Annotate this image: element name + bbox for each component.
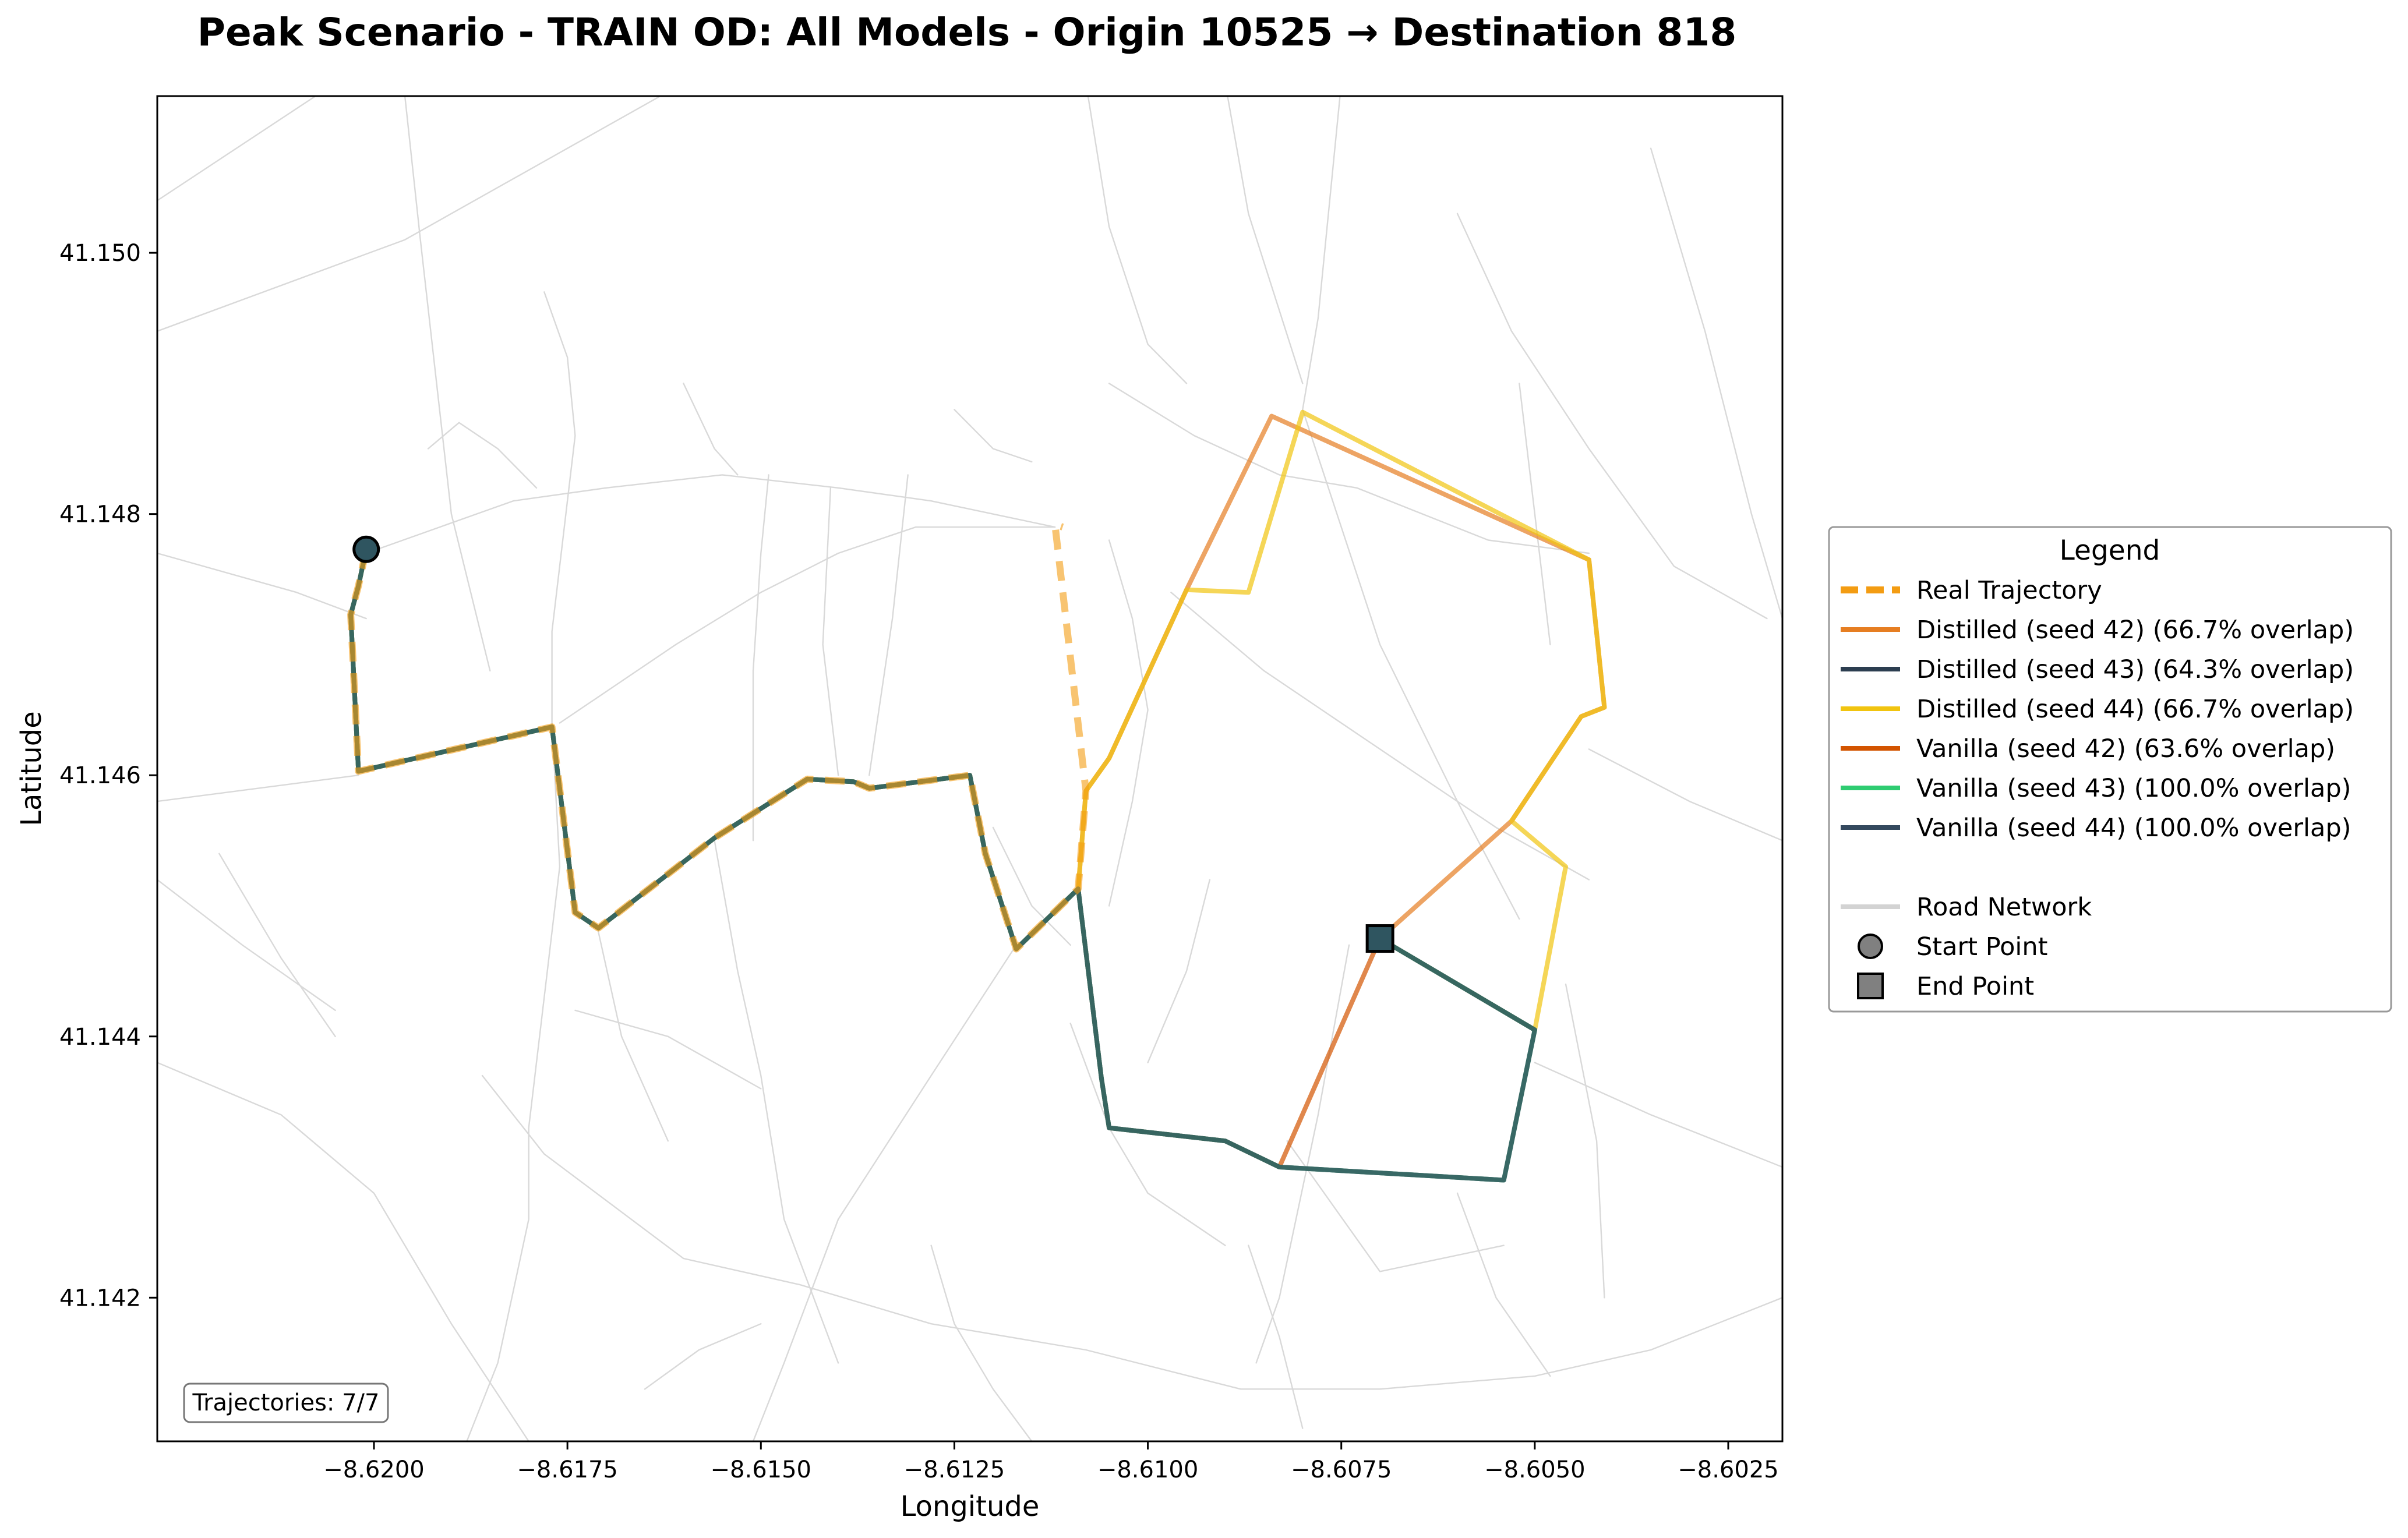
road-segment xyxy=(1069,1023,1226,1246)
road-segment xyxy=(1227,96,1304,384)
trajectory-count-badge: Trajectories: 7/7 xyxy=(183,1383,389,1423)
x-tick-label: −8.6075 xyxy=(1291,1456,1392,1483)
road-segment xyxy=(1286,1140,1505,1272)
legend-label: Real Trajectory xyxy=(1916,576,2102,605)
road-segment xyxy=(157,774,359,802)
road-segment xyxy=(1650,147,1782,620)
legend: Legend Real Trajectory Distilled (seed 42… xyxy=(1828,526,2392,1013)
end-point-marker xyxy=(1365,924,1394,953)
road-segment xyxy=(1108,539,1149,907)
road-segment xyxy=(543,291,576,724)
plot-area xyxy=(157,96,1782,1441)
legend-label: Start Point xyxy=(1916,932,2047,961)
legend-label: Distilled (seed 43) (64.3% overlap) xyxy=(1916,655,2354,684)
road-segment xyxy=(1087,96,1188,384)
road-segment xyxy=(714,840,839,1364)
road-network xyxy=(157,96,1782,1441)
y-tick-label: 41.148 xyxy=(59,501,141,528)
y-tick-label: 41.146 xyxy=(59,762,141,789)
legend-entry: Distilled (seed 43) (64.3% overlap) xyxy=(1841,655,2354,684)
road-segment xyxy=(427,422,538,489)
legend-swatch-circle xyxy=(1858,934,1883,959)
legend-entry: Vanilla (seed 42) (63.6% overlap) xyxy=(1841,734,2335,763)
legend-entry: Start Point xyxy=(1858,932,2047,961)
od-markers xyxy=(352,535,1394,953)
x-tick-label: −8.6200 xyxy=(323,1456,424,1483)
road-segment xyxy=(404,96,491,672)
y-axis-ticks: 41.142 41.144 41.146 41.148 41.150 xyxy=(59,240,157,1311)
legend-label: Distilled (seed 44) (66.7% overlap) xyxy=(1916,695,2354,724)
legend-label: Road Network xyxy=(1916,893,2092,922)
road-segment xyxy=(868,474,909,776)
trajectory-count-text: Trajectories: 7/7 xyxy=(192,1389,380,1416)
road-segment xyxy=(752,944,1017,1441)
road-segment xyxy=(598,931,669,1142)
road-segment xyxy=(218,853,336,1038)
legend-label: Vanilla (seed 43) (100.0% overlap) xyxy=(1916,774,2351,803)
legend-title: Legend xyxy=(2060,535,2160,567)
road-segment xyxy=(1534,1062,1782,1168)
legend-label: End Point xyxy=(1916,972,2034,1001)
x-tick-label: −8.6100 xyxy=(1097,1456,1198,1483)
road-segment xyxy=(1302,409,1520,920)
legend-label: Vanilla (seed 42) (63.6% overlap) xyxy=(1916,734,2335,763)
legend-entry: Distilled (seed 42) (66.7% overlap) xyxy=(1841,616,2354,645)
legend-entry: Vanilla (seed 43) (100.0% overlap) xyxy=(1841,774,2351,803)
road-segment xyxy=(157,552,367,620)
road-segment xyxy=(157,1062,529,1441)
road-segment xyxy=(954,409,1033,463)
road-segment xyxy=(752,474,769,842)
legend-entry: Vanilla (seed 44) (100.0% overlap) xyxy=(1841,814,2351,843)
legend-entry: Distilled (seed 44) (66.7% overlap) xyxy=(1841,695,2354,724)
road-segment xyxy=(559,526,1056,724)
trajectory-real-trajectory xyxy=(347,521,1090,953)
legend-swatch-square xyxy=(1857,973,1884,999)
road-segment xyxy=(365,474,1056,554)
road-segment xyxy=(1565,983,1605,1299)
legend-entry: Road Network xyxy=(1841,893,2092,922)
y-tick-label: 41.150 xyxy=(59,240,141,267)
road-segment xyxy=(466,722,561,1441)
road-segment xyxy=(1248,1244,1304,1429)
road-segment xyxy=(1456,213,1768,620)
road-segment xyxy=(644,1323,762,1390)
road-segment xyxy=(683,383,739,476)
road-segment xyxy=(930,1244,1033,1441)
x-tick-label: −8.6050 xyxy=(1484,1456,1585,1483)
legend-label: Distilled (seed 42) (66.7% overlap) xyxy=(1916,616,2354,645)
road-segment xyxy=(157,879,336,1012)
x-tick-label: −8.6175 xyxy=(517,1456,617,1483)
y-tick-label: 41.142 xyxy=(59,1285,141,1311)
x-axis-ticks: −8.6200 −8.6175 −8.6150 −8.6125 −8.6100 −8.60… xyxy=(323,1441,1779,1483)
road-segment xyxy=(481,1074,1782,1390)
road-segment xyxy=(822,487,839,776)
legend-entry: End Point xyxy=(1857,972,2034,1001)
road-segment xyxy=(1108,383,1590,554)
road-segment xyxy=(992,826,1071,946)
road-segment xyxy=(1456,1192,1551,1377)
road-segment xyxy=(1147,879,1211,1063)
legend-label: Vanilla (seed 44) (100.0% overlap) xyxy=(1916,814,2351,843)
start-point-marker xyxy=(352,535,380,563)
road-segment xyxy=(1302,96,1341,411)
road-segment xyxy=(1588,748,1782,842)
x-axis-label: Longitude xyxy=(901,1490,1040,1523)
x-tick-label: −8.6150 xyxy=(711,1456,811,1483)
road-segment xyxy=(157,96,662,332)
trajectory-layer xyxy=(347,409,1607,1183)
x-tick-label: −8.6125 xyxy=(904,1456,1005,1483)
plot-frame xyxy=(156,95,1784,1442)
road-segment xyxy=(1170,592,1590,881)
y-axis-label: Latitude xyxy=(15,711,48,826)
y-tick-label: 41.144 xyxy=(59,1024,141,1051)
legend-entry: Real Trajectory xyxy=(1841,576,2102,605)
road-segment xyxy=(157,96,317,201)
road-segment xyxy=(574,1009,762,1090)
road-segment xyxy=(1519,383,1551,646)
chart-title: Peak Scenario - TRAIN OD: All Models - O… xyxy=(197,10,1737,55)
road-segment xyxy=(1255,944,1350,1364)
x-tick-label: −8.6025 xyxy=(1678,1456,1778,1483)
